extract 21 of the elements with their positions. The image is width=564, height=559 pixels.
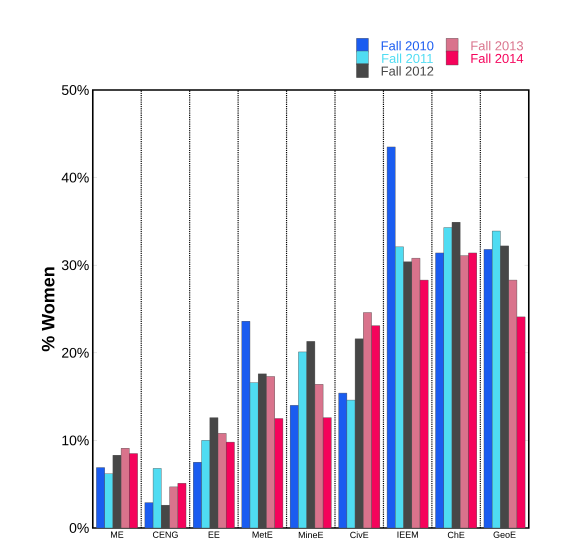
x-tick-label: CivE	[350, 532, 368, 538]
legend-label: Fall 2011	[382, 54, 433, 64]
y-tick-label: 30%	[62, 260, 89, 270]
x-tick-label: ME	[111, 532, 124, 538]
x-tick-label: EE	[208, 532, 220, 538]
x-tick-label: GeoE	[494, 532, 516, 538]
y-tick-label: 10%	[62, 435, 89, 446]
y-axis-title: % Women	[42, 267, 54, 352]
x-tick-label: MetE	[252, 532, 272, 538]
legend-label: Fall 2012	[382, 66, 434, 76]
legend-label: Fall 2014	[471, 54, 524, 64]
x-tick-label: MineE	[298, 532, 324, 538]
y-tick-label: 0%	[70, 523, 89, 533]
y-tick-label: 50%	[62, 85, 89, 95]
y-tick-label: 20%	[62, 348, 89, 358]
legend-label: Fall 2013	[471, 40, 524, 50]
y-tick-label: 40%	[62, 172, 89, 183]
x-tick-label: CENG	[152, 532, 178, 538]
x-tick-label: ChE	[448, 532, 464, 538]
legend-label: Fall 2010	[382, 40, 434, 50]
x-tick-label: IEEM	[398, 532, 418, 538]
